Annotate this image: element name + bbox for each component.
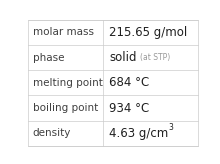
Text: molar mass: molar mass — [33, 27, 94, 37]
Text: 934 °C: 934 °C — [109, 102, 150, 115]
Text: 3: 3 — [169, 123, 173, 132]
Text: 215.65 g/mol: 215.65 g/mol — [109, 26, 188, 39]
Text: solid: solid — [109, 51, 137, 64]
Text: boiling point: boiling point — [33, 103, 98, 113]
Text: 684 °C: 684 °C — [109, 76, 150, 89]
Text: density: density — [33, 128, 71, 138]
Text: melting point: melting point — [33, 78, 103, 88]
Text: phase: phase — [33, 53, 64, 62]
Text: 4.63 g/cm: 4.63 g/cm — [109, 127, 169, 140]
Text: (at STP): (at STP) — [140, 53, 170, 62]
